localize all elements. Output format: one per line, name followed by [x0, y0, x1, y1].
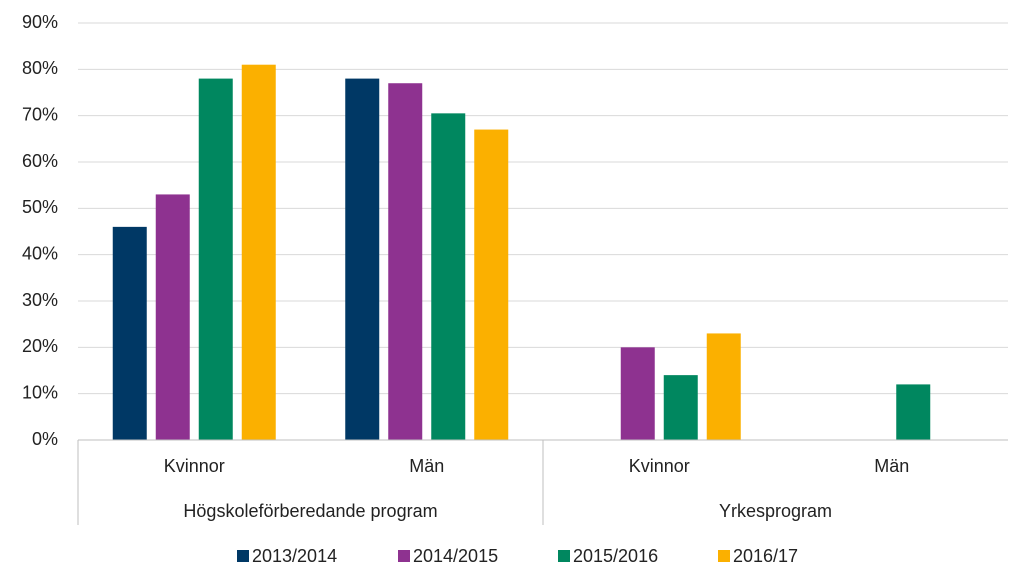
group-label: Högskoleförberedande program [183, 501, 437, 521]
legend-swatch [558, 550, 570, 562]
legend-label: 2015/2016 [573, 546, 658, 566]
legend-label: 2016/17 [733, 546, 798, 566]
y-tick-label: 40% [22, 243, 58, 263]
bar [896, 384, 931, 440]
bar [706, 333, 741, 440]
legend-swatch [718, 550, 730, 562]
x-tick-label: Kvinnor [629, 456, 690, 476]
bar [431, 113, 466, 440]
bar [198, 78, 233, 440]
y-tick-label: 30% [22, 290, 58, 310]
x-tick-label: Män [409, 456, 444, 476]
legend-label: 2013/2014 [252, 546, 337, 566]
y-tick-label: 20% [22, 336, 58, 356]
bar [155, 194, 190, 440]
bar [474, 129, 509, 441]
group-label: Yrkesprogram [719, 501, 832, 521]
y-tick-label: 0% [32, 429, 58, 449]
y-tick-label: 10% [22, 382, 58, 402]
bar [241, 64, 276, 440]
y-tick-label: 60% [22, 151, 58, 171]
bar [620, 347, 655, 440]
y-tick-label: 90% [22, 12, 58, 32]
x-tick-label: Kvinnor [164, 456, 225, 476]
bar [663, 375, 698, 440]
bar [388, 83, 423, 440]
y-tick-label: 50% [22, 197, 58, 217]
legend-label: 2014/2015 [413, 546, 498, 566]
x-tick-label: Män [874, 456, 909, 476]
legend-swatch [398, 550, 410, 562]
bar [345, 78, 380, 440]
bar [112, 226, 147, 440]
y-tick-label: 80% [22, 58, 58, 78]
y-tick-label: 70% [22, 104, 58, 124]
legend-swatch [237, 550, 249, 562]
